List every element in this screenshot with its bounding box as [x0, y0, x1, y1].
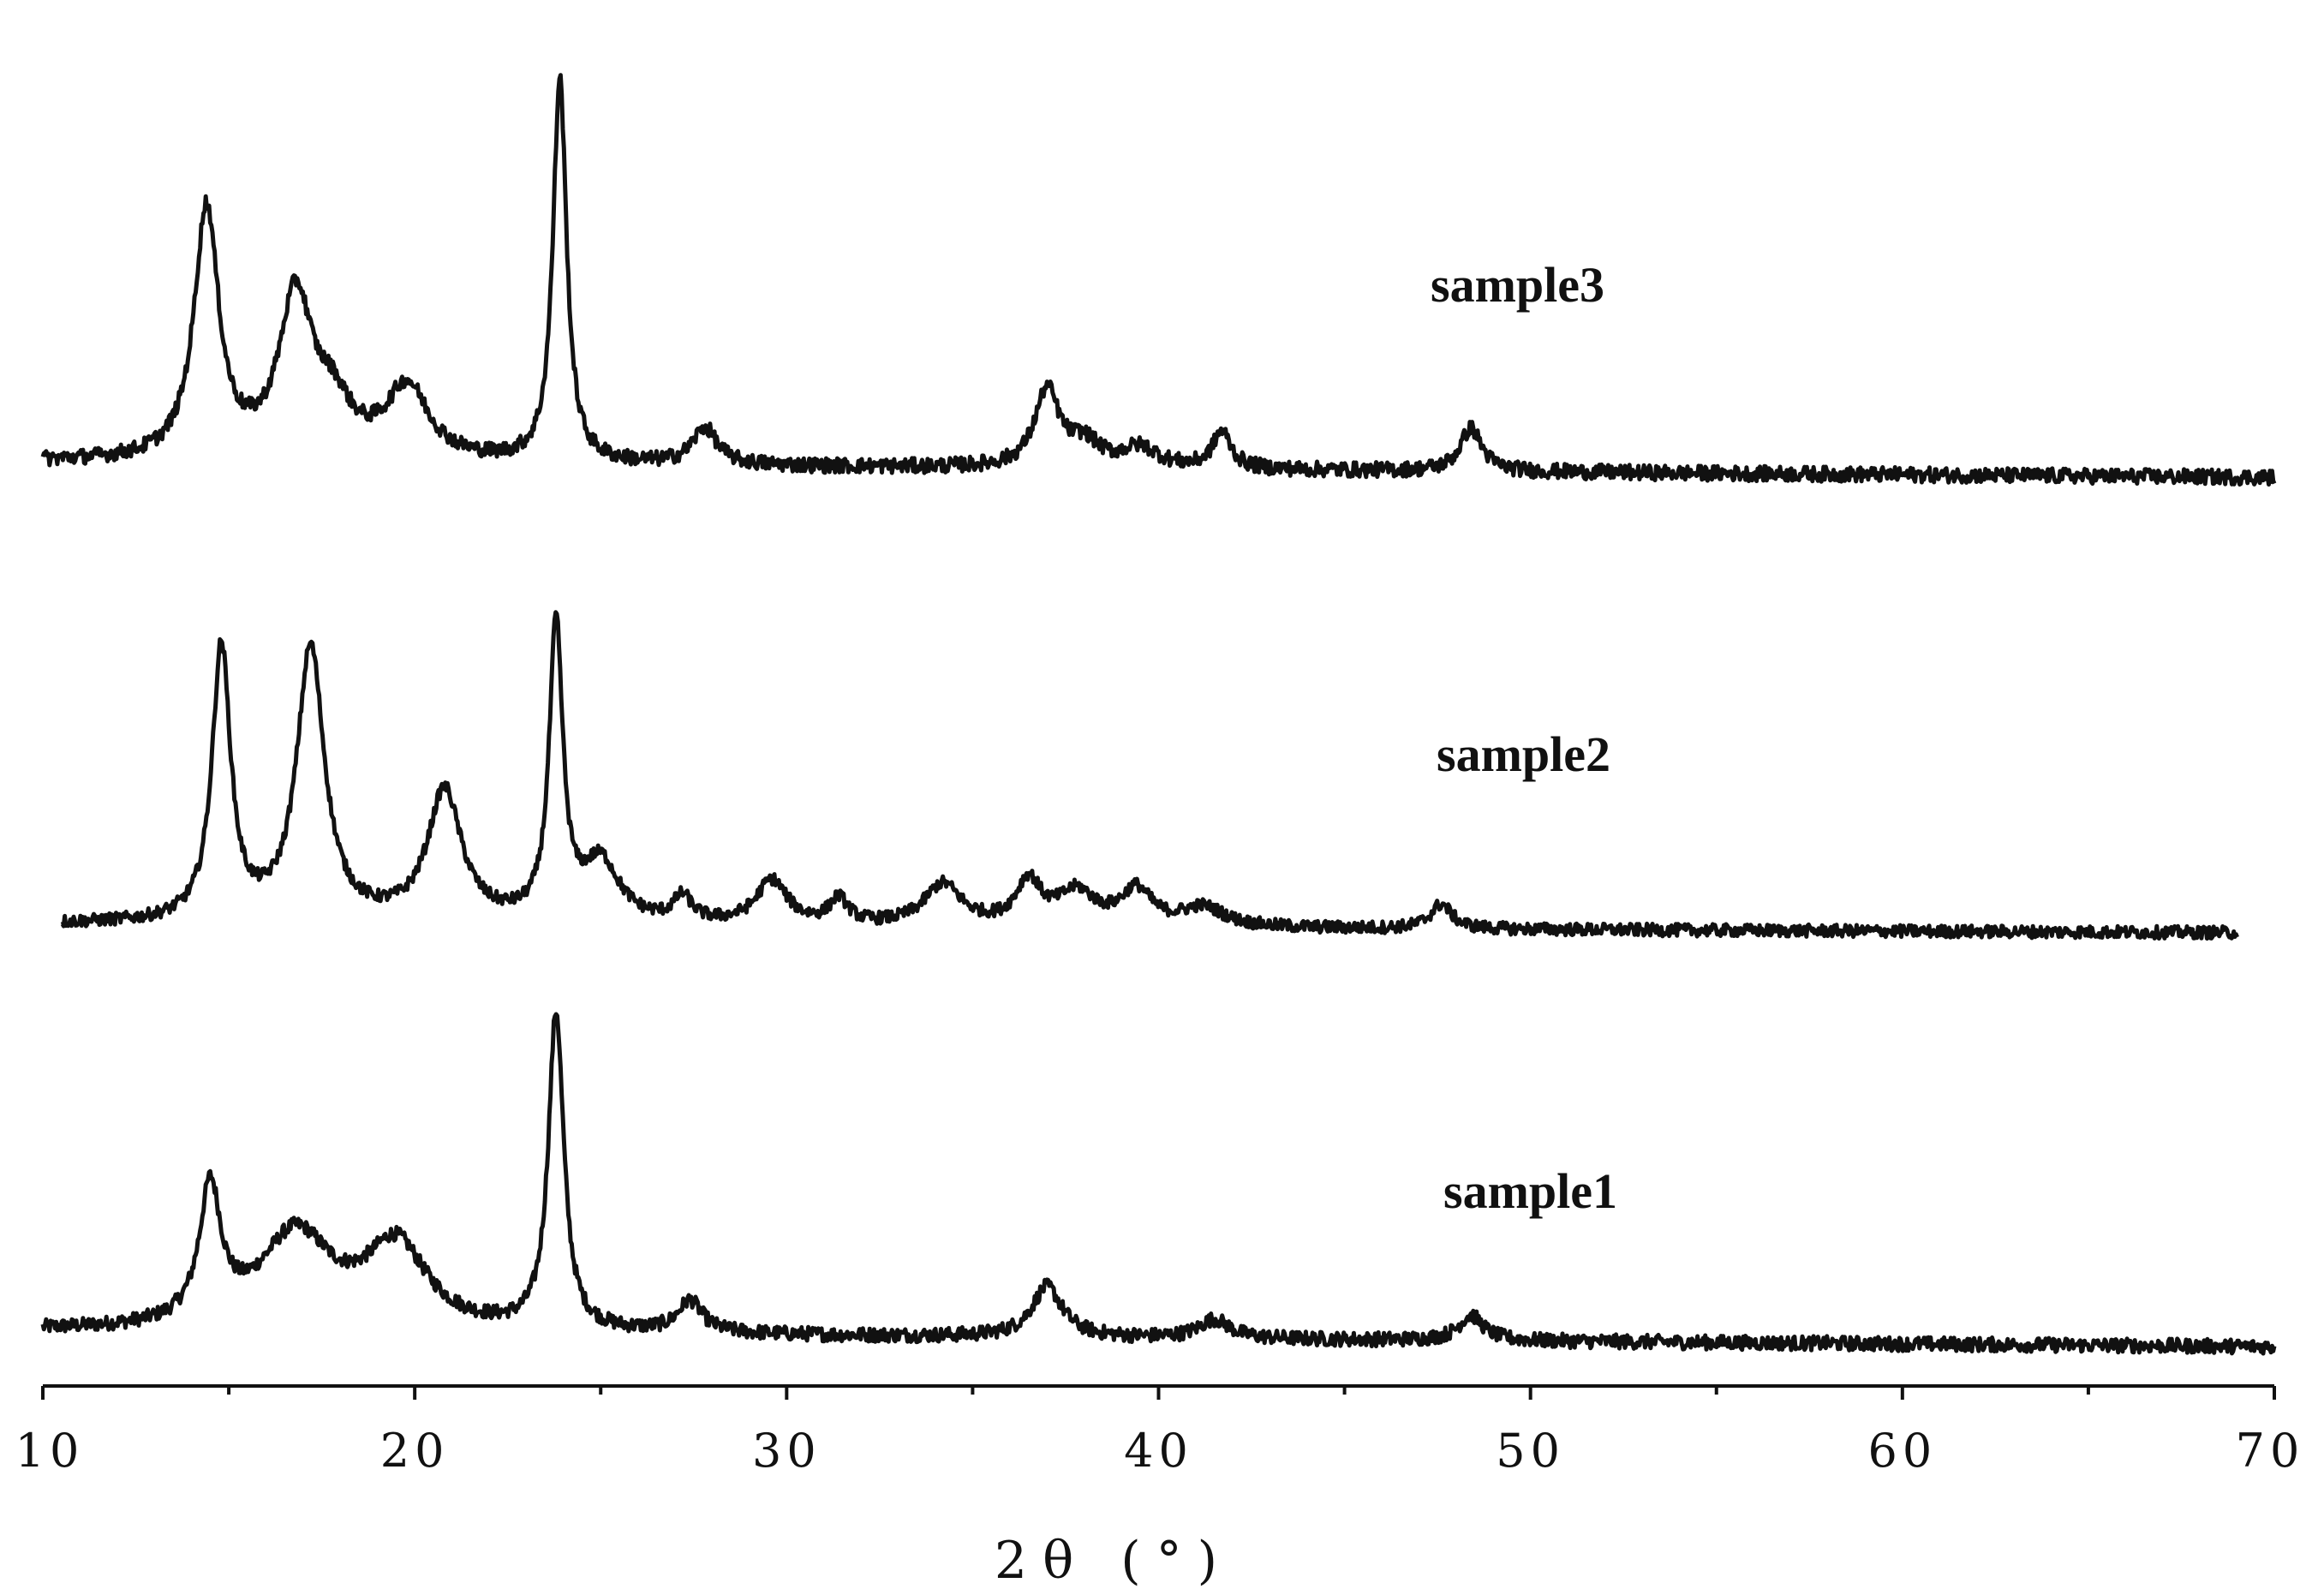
trace-sample3 [40, 73, 2277, 487]
trace-sample2 [60, 610, 2239, 941]
diffraction-traces [40, 73, 2277, 1356]
x-axis-title: 2θ (°) [995, 1531, 1233, 1591]
x-tick-label: 40 [1124, 1424, 1193, 1478]
x-tick-label: 30 [752, 1424, 821, 1478]
x-tick-label: 50 [1496, 1424, 1565, 1478]
x-tick-label: 60 [1867, 1424, 1937, 1478]
series-label-sample2: sample2 [1437, 726, 1610, 782]
series-label-sample3: sample3 [1431, 257, 1604, 313]
series-label-sample1: sample1 [1443, 1163, 1617, 1219]
x-tick-label: 10 [15, 1424, 85, 1478]
x-tick-label: 20 [380, 1424, 450, 1478]
x-axis-ticks: 10 20 30 40 50 60 70 [15, 1386, 2305, 1478]
trace-sample1 [40, 1012, 2277, 1356]
x-tick-label: 70 [2236, 1424, 2305, 1478]
series-labels: sample1 sample2 sample3 [1431, 257, 1617, 1219]
